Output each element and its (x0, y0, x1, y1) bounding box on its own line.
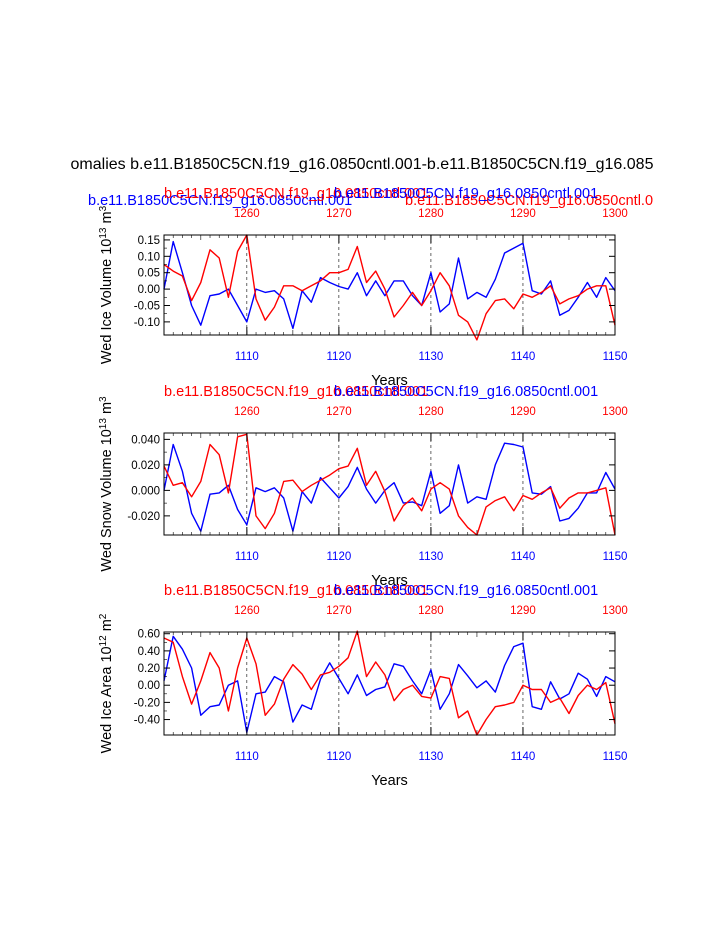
ice-volume-y-tick-label: -0.05 (134, 300, 160, 312)
snow-volume-bottom-tick-label: 1120 (327, 551, 352, 563)
snow-volume-series-red (163, 433, 616, 536)
snow-volume-bottom-tick-label: 1130 (419, 551, 444, 563)
snow-volume-y-tick-label: 0.000 (131, 485, 160, 497)
ice-volume-title-blue: b.e11.B1850C5CN.f19_g16.0850cntl.001 (334, 186, 598, 202)
ice-area-y-axis-label-part: Wed Ice Area 10 (99, 646, 115, 753)
ice-volume-bottom-tick-label: 1110 (235, 351, 259, 363)
snow-volume-bottom-tick-label: 1110 (235, 551, 259, 563)
ice-volume-y-tick-label: 0.00 (138, 284, 160, 296)
ice-volume-bottom-tick-label: 1150 (603, 351, 628, 363)
ice-area-y-tick-label: 0.20 (138, 663, 160, 675)
ice-volume-y-axis-label-part: 3 (98, 205, 109, 211)
snow-volume-y-axis-label-part: 3 (98, 396, 109, 402)
ice-volume-top-tick-label: 1270 (326, 208, 352, 220)
ice-area-y-tick-label: -0.20 (134, 697, 160, 709)
ice-volume-y-axis-label: Wed Ice Volume 1013 m3 (98, 205, 116, 364)
snow-volume-y-axis-label-part: m (99, 402, 115, 418)
ice-area-bottom-tick-label: 1150 (603, 751, 628, 763)
ice-area-y-axis-label-part: 2 (98, 613, 109, 619)
snow-volume-y-axis-label: Wed Snow Volume 1013 m3 (98, 396, 116, 572)
snow-volume-top-tick-label: 1290 (510, 406, 536, 418)
figure-main-title: omalies b.e11.B1850C5CN.f19_g16.0850cntl… (71, 156, 654, 173)
figure-overlap-title-blue: b.e11.B1850C5CN.f19_g16.0850cntl.001 (88, 193, 352, 209)
ice-area-top-tick-label: 1290 (510, 605, 536, 617)
ice-volume-y-tick-label: -0.10 (134, 317, 160, 329)
ice-area-title-red: b.e11.B1850C5CN.f19_g16.0850cntl.001 (164, 583, 428, 599)
snow-volume-title-blue: b.e11.B1850C5CN.f19_g16.0850cntl.001 (334, 384, 598, 400)
snow-volume-series-blue (163, 442, 616, 532)
ice-volume-top-tick-label: 1290 (510, 208, 536, 220)
snow-volume-y-tick-label: 0.020 (131, 460, 160, 472)
ice-area-y-axis-label-part: 12 (98, 635, 109, 647)
snow-volume-plot-frame (163, 432, 616, 536)
ice-volume-bottom-tick-label: 1130 (419, 351, 444, 363)
ice-volume-series-red (163, 234, 616, 341)
ice-area-bottom-tick-label: 1120 (327, 751, 352, 763)
ice-volume-bottom-tick-label: 1120 (327, 351, 352, 363)
ice-area-plot-frame (163, 631, 616, 736)
ice-volume-top-tick-label: 1280 (418, 208, 444, 220)
ice-area-title-blue: b.e11.B1850C5CN.f19_g16.0850cntl.001 (334, 583, 598, 599)
ice-area-bottom-tick-label: 1130 (419, 751, 444, 763)
ice-volume-title-red: b.e11.B1850C5CN.f19_g16.0850cntl.001 (164, 186, 428, 202)
snow-volume-bottom-tick-label: 1140 (511, 551, 536, 563)
ice-area-y-tick-label: 0.40 (138, 646, 160, 658)
snow-volume-x-axis-label: Years (371, 573, 408, 589)
ice-volume-top-tick-label: 1260 (234, 208, 260, 220)
snow-volume-y-axis-label-part: 13 (98, 418, 109, 430)
ice-area-series-blue (163, 635, 616, 734)
ice-area-bottom-tick-label: 1140 (511, 751, 536, 763)
ice-area-top-tick-label: 1300 (602, 605, 628, 617)
ice-area-y-tick-label: -0.40 (134, 715, 160, 727)
ice-area-top-tick-label: 1280 (418, 605, 444, 617)
ice-volume-x-axis-label: Years (371, 373, 408, 389)
ice-volume-y-axis-label-part: 13 (98, 227, 109, 239)
ice-volume-top-tick-label: 1300 (602, 208, 628, 220)
ice-area-x-axis-label: Years (371, 773, 408, 789)
ice-volume-y-tick-label: 0.10 (138, 251, 160, 263)
ice-area-y-axis-label: Wed Ice Area 1012 m2 (98, 613, 116, 753)
snow-volume-top-tick-label: 1270 (326, 406, 352, 418)
ice-area-series-red (163, 630, 616, 736)
snow-volume-y-axis-label-part: Wed Snow Volume 10 (99, 429, 115, 571)
ice-volume-bottom-tick-label: 1140 (511, 351, 536, 363)
ice-area-bottom-tick-label: 1110 (235, 751, 259, 763)
ice-volume-series-blue (163, 240, 616, 330)
ice-volume-y-tick-label: 0.05 (138, 268, 160, 280)
ice-area-y-tick-label: 0.00 (138, 680, 160, 692)
ice-area-y-axis-label-part: m (99, 619, 115, 635)
snow-volume-title-red: b.e11.B1850C5CN.f19_g16.0850cntl.001 (164, 384, 428, 400)
ice-volume-plot-frame (163, 234, 616, 336)
ice-area-y-tick-label: 0.60 (138, 629, 160, 641)
snow-volume-y-tick-label: 0.040 (131, 434, 160, 446)
ice-volume-y-axis-label-part: Wed Ice Volume 10 (99, 239, 115, 364)
snow-volume-bottom-tick-label: 1150 (603, 551, 628, 563)
snow-volume-top-tick-label: 1260 (234, 406, 260, 418)
ice-area-top-tick-label: 1260 (234, 605, 260, 617)
figure-overlap-title-red: b.e11.B1850C5CN.f19_g16.0850cntl.0 (405, 193, 653, 209)
snow-volume-top-tick-label: 1300 (602, 406, 628, 418)
snow-volume-top-tick-label: 1280 (418, 406, 444, 418)
ice-area-top-tick-label: 1270 (326, 605, 352, 617)
ice-volume-y-tick-label: 0.15 (138, 235, 160, 247)
ice-volume-y-axis-label-part: m (99, 211, 115, 227)
snow-volume-y-tick-label: -0.020 (127, 511, 160, 523)
